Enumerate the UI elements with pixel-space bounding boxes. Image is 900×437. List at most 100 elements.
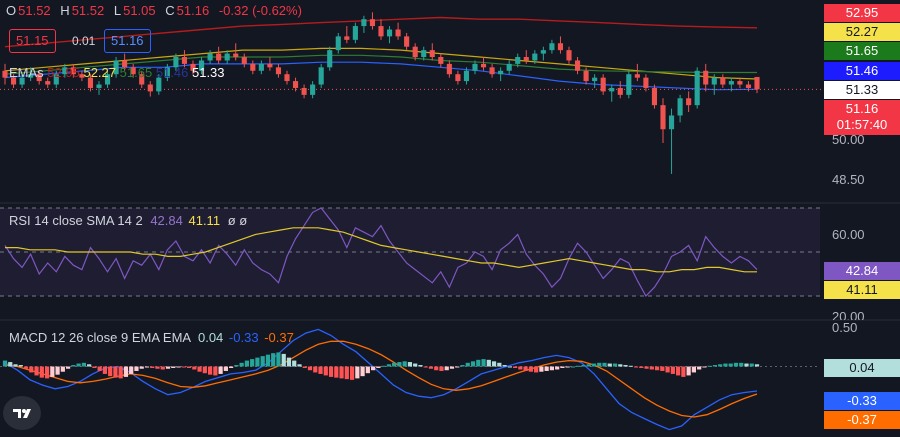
macd-hist-bar — [660, 366, 665, 371]
last-price: 51.16 — [845, 101, 879, 116]
candle-body — [720, 77, 726, 85]
rsi-sma-line — [5, 227, 757, 273]
macd-hist-bar — [71, 365, 76, 367]
candle-body — [301, 87, 307, 95]
candle-body — [70, 67, 76, 75]
macd-hist-bar — [434, 366, 439, 371]
macd-hist-bar — [323, 366, 328, 376]
candle-body — [318, 67, 324, 85]
ema20-tag: 51.33 — [824, 81, 900, 99]
buy-button[interactable]: 51.16 — [104, 29, 151, 53]
candle-body — [344, 36, 350, 40]
candle-body — [429, 50, 435, 58]
macd-hist-bar — [181, 366, 186, 368]
signal-tag: -0.37 — [824, 411, 900, 429]
macd-hist-bar — [712, 365, 718, 367]
ema-legend-v3: 51.65 — [119, 65, 153, 80]
macd-hist-bar — [376, 366, 381, 368]
ohlc-legend: O 51.52 H 51.52 L 51.05 C 51.16 -0.32 (-0.62… — [6, 3, 304, 19]
bid-price: 51.15 — [16, 33, 49, 48]
candle-body — [198, 60, 205, 71]
macd-hist-bar — [134, 366, 139, 371]
macd-hist-bar — [512, 366, 518, 368]
macd-hist-bar — [602, 362, 607, 367]
candle-body — [438, 57, 444, 64]
candle-body — [190, 63, 196, 71]
ema-legend-v4: 51.46 — [155, 65, 189, 80]
candle-body — [532, 53, 538, 61]
candle-body — [651, 87, 658, 106]
open-value: 51.52 — [18, 3, 51, 18]
candle-body — [566, 50, 572, 61]
candle-body — [754, 76, 760, 90]
close-value: 51.16 — [176, 3, 210, 18]
macd-hist-bar — [555, 366, 560, 370]
macd-hist-bar — [55, 366, 60, 375]
rsi-tag: 42.84 — [824, 262, 900, 280]
candle-body — [711, 77, 717, 85]
rsi-extra: ø ø — [227, 213, 248, 228]
macd-hist-bar — [560, 366, 565, 368]
macd-hist-bar — [707, 365, 712, 367]
candle-body — [574, 60, 581, 71]
macd-hist-bar — [92, 366, 97, 368]
macd-hist-bar — [118, 366, 123, 379]
candle-body — [404, 36, 410, 47]
macd-hist-bar — [123, 366, 129, 377]
tradingview-logo[interactable] — [3, 396, 41, 430]
sell-button[interactable]: 51.15 — [9, 29, 56, 53]
macd-hist-bar — [670, 366, 675, 374]
macd-tag: -0.33 — [824, 392, 900, 410]
candle-body — [275, 67, 282, 75]
candle-body — [96, 84, 102, 88]
macd-hist-bar — [207, 366, 213, 375]
macd-hist-bar — [8, 362, 13, 367]
bar-countdown: 01:57:40 — [836, 117, 888, 132]
macd-hist-bar — [44, 366, 50, 379]
macd-hist-bar — [150, 366, 155, 368]
candle-body — [498, 70, 504, 75]
macd-hist-bar — [507, 366, 512, 368]
macd-hist-bar — [654, 366, 660, 371]
macd-hist-bar — [455, 366, 460, 368]
macd-hist-bar — [360, 366, 365, 377]
macd-hist-bar — [392, 362, 397, 367]
candle-body — [634, 74, 640, 78]
candle-body — [181, 57, 188, 64]
macd-hist-bar — [686, 366, 691, 376]
ema50-tag: 51.65 — [824, 42, 900, 60]
macd-hist-bar — [234, 365, 239, 367]
tv-logo-icon — [13, 409, 31, 418]
macd-hist-bar — [165, 366, 171, 369]
macd-hist-bar — [676, 366, 681, 376]
ema200-tag: 52.95 — [824, 4, 900, 22]
macd-hist-bar — [307, 366, 313, 371]
rsi-line — [4, 207, 758, 297]
ema100-tag: 52.27 — [824, 23, 900, 41]
macd-hist-bar — [229, 366, 234, 368]
macd-hist-bar — [292, 360, 297, 367]
macd-hist-bar — [260, 356, 265, 367]
macd-hist-bar — [302, 366, 307, 368]
macd-hist-bar — [108, 366, 113, 377]
candle-body — [53, 74, 59, 85]
open-key: O — [6, 3, 17, 18]
candle-body — [2, 70, 8, 78]
price-tick-48-5: 48.50 — [832, 172, 865, 187]
macd-hist-bar — [749, 363, 754, 367]
macd-hist-bar — [397, 362, 402, 367]
macd-hist-bar — [539, 366, 544, 372]
candle-body — [480, 63, 487, 68]
macd-hist-bar — [281, 353, 286, 367]
rsi-legend: RSI 14 close SMA 14 2 42.84 41.11 ø ø — [9, 213, 247, 228]
macd-hist-bar — [255, 357, 260, 367]
macd-hist-bar — [365, 366, 370, 374]
candle-body — [250, 63, 256, 71]
macd-hist-bar — [586, 364, 591, 367]
macd-hist-bar — [160, 366, 165, 370]
macd-hist-bar — [102, 366, 108, 374]
ema-legend-label: EMAs — [9, 65, 44, 80]
macd-hist-bar — [444, 366, 449, 371]
high-key: H — [60, 3, 70, 18]
macd-hist-bar — [649, 366, 654, 370]
